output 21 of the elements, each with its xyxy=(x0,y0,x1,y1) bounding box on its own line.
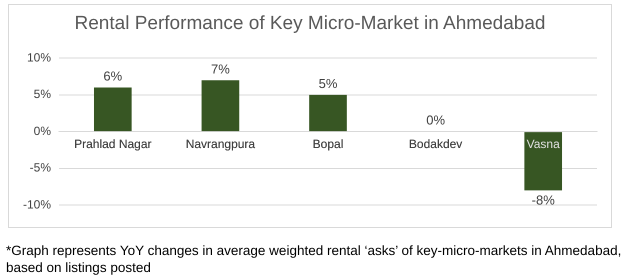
data-label: 6% xyxy=(103,68,123,84)
bar xyxy=(202,80,240,132)
chart-title: Rental Performance of Key Micro-Market in Ahmedabad xyxy=(74,13,546,35)
data-label: -8% xyxy=(532,192,556,208)
x-tick-label: Prahlad Nagar xyxy=(74,137,152,152)
bar xyxy=(524,132,562,190)
x-tick-label: Navrangpura xyxy=(186,137,256,152)
data-label: 5% xyxy=(318,76,338,91)
bar xyxy=(309,94,347,132)
x-tick-label: Bopal xyxy=(312,137,344,152)
y-tick-label: 10% xyxy=(26,50,52,65)
x-tick-label: Bodakdev xyxy=(408,137,462,152)
y-tick-label: 0% xyxy=(34,124,52,138)
y-tick-label: -5% xyxy=(30,160,52,175)
bar xyxy=(94,88,132,132)
data-label: 7% xyxy=(211,61,230,76)
data-label: 0% xyxy=(426,112,446,128)
y-tick-label: 5% xyxy=(34,87,52,102)
x-tick-label: Vasna xyxy=(526,137,560,152)
y-tick-label: -10% xyxy=(23,197,52,212)
text: *Graph represents YoY changes in average weighted rental ‘asks’ of key-micro-markets in Ahmedabad, based on listings posted xyxy=(6,242,622,276)
